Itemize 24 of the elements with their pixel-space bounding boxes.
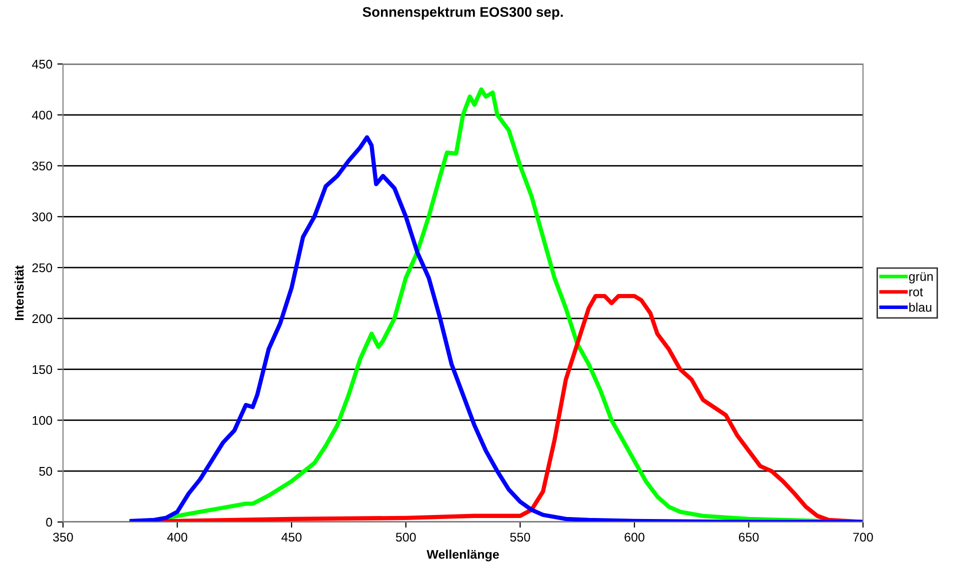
x-tick-label: 350 — [53, 532, 73, 542]
legend-label: blau — [909, 302, 932, 312]
x-axis-title: Wellenlänge — [426, 550, 499, 562]
y-tick-label: 450 — [32, 60, 52, 69]
chart-title: Sonnenspektrum EOS300 sep. — [362, 6, 563, 20]
legend-label: rot — [909, 288, 923, 296]
y-tick-label: 400 — [32, 110, 52, 120]
x-tick-label: 500 — [396, 532, 416, 542]
y-axis-title: Intensität — [14, 265, 24, 320]
y-tick-label: 350 — [32, 162, 52, 170]
y-tick-label: 300 — [32, 212, 52, 222]
y-tick-label: 150 — [32, 365, 52, 374]
y-tick-label: 250 — [32, 263, 52, 272]
x-tick-label: 700 — [853, 532, 873, 542]
y-tick-label: 200 — [32, 314, 52, 324]
x-tick-label: 600 — [624, 532, 644, 542]
y-tick-label: 50 — [39, 466, 52, 476]
x-tick-label: 550 — [510, 532, 530, 542]
x-tick-label: 650 — [738, 532, 759, 542]
x-tick-label: 400 — [167, 532, 188, 542]
y-tick-label: 0 — [46, 518, 52, 527]
x-tick-label: 450 — [281, 532, 302, 542]
legend-label: grün — [909, 272, 933, 284]
y-tick-label: 100 — [32, 416, 52, 425]
